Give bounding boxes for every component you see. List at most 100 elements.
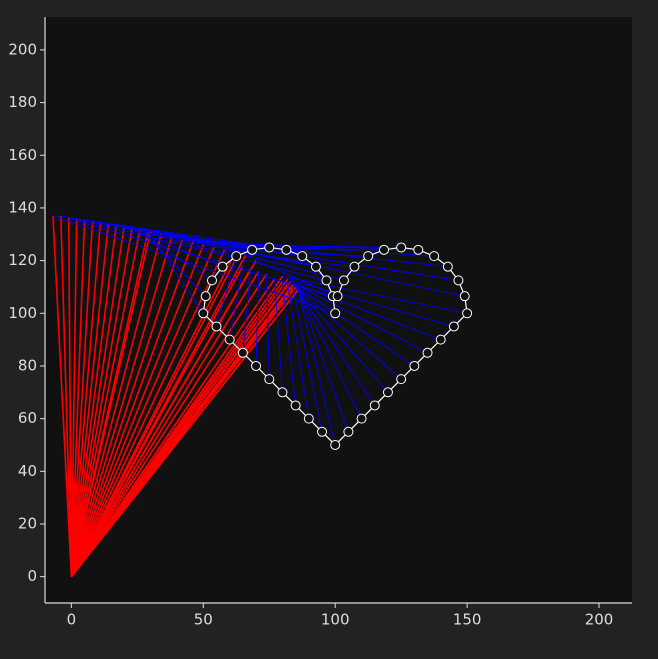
effector-point bbox=[356, 413, 367, 424]
x-tick-label: 200 bbox=[585, 611, 614, 629]
effector-point bbox=[338, 275, 349, 286]
effector-point bbox=[297, 251, 308, 262]
effector-point bbox=[321, 275, 332, 286]
upper-link bbox=[70, 244, 205, 577]
effector-point bbox=[290, 400, 301, 411]
lower-link bbox=[292, 283, 415, 367]
lower-link bbox=[68, 216, 327, 281]
upper-link bbox=[60, 215, 73, 577]
effector-point bbox=[264, 374, 275, 385]
x-tick-label: 50 bbox=[194, 611, 213, 629]
lower-link bbox=[287, 284, 310, 419]
upper-link bbox=[70, 241, 194, 577]
effector-point bbox=[317, 426, 328, 437]
effector-point bbox=[251, 360, 262, 371]
y-tick-label: 180 bbox=[8, 93, 37, 111]
effector-point bbox=[217, 261, 228, 272]
upper-link bbox=[70, 278, 276, 578]
upper-link bbox=[70, 249, 226, 578]
lower-link bbox=[139, 228, 206, 297]
upper-link bbox=[70, 275, 284, 578]
upper-link bbox=[70, 227, 133, 577]
y-tick-label: 80 bbox=[18, 356, 37, 374]
upper-link bbox=[70, 260, 257, 578]
lower-link bbox=[297, 289, 349, 432]
lower-link bbox=[234, 252, 355, 268]
upper-link bbox=[70, 221, 94, 577]
lower-link bbox=[213, 246, 385, 251]
lower-link bbox=[182, 239, 435, 257]
upper-link bbox=[70, 223, 110, 577]
lower-link bbox=[216, 260, 236, 327]
effector-point bbox=[349, 261, 360, 272]
lower-link bbox=[282, 275, 468, 314]
x-tick-label: 0 bbox=[67, 611, 77, 629]
lower-link bbox=[292, 283, 402, 380]
effector-point bbox=[211, 321, 222, 332]
effector-point bbox=[453, 275, 464, 286]
effector-point bbox=[224, 334, 235, 345]
effector-point bbox=[448, 321, 459, 332]
effector-point bbox=[231, 251, 242, 262]
upper-link bbox=[70, 254, 247, 578]
lower-link bbox=[203, 244, 402, 248]
effector-point bbox=[237, 347, 248, 358]
lower-link bbox=[290, 281, 428, 354]
lower-link bbox=[281, 281, 297, 406]
upper-link bbox=[70, 231, 152, 577]
effector-point bbox=[330, 439, 341, 450]
upper-link bbox=[70, 219, 86, 577]
effector-point bbox=[409, 360, 420, 371]
lower-link bbox=[297, 289, 362, 419]
lower-link bbox=[229, 265, 244, 340]
y-tick-label: 100 bbox=[8, 304, 37, 322]
y-tick-label: 20 bbox=[18, 514, 37, 532]
effector-point bbox=[264, 242, 275, 253]
lower-link bbox=[295, 286, 389, 393]
effector-point bbox=[382, 387, 393, 398]
effector-point bbox=[379, 244, 390, 255]
effector-point bbox=[462, 308, 473, 319]
upper-link bbox=[70, 236, 173, 577]
effector-point bbox=[396, 374, 407, 385]
effector-point bbox=[310, 261, 321, 272]
upper-link bbox=[70, 252, 236, 578]
effector-point bbox=[396, 242, 407, 253]
effector-point bbox=[343, 426, 354, 437]
y-tick-label: 60 bbox=[18, 409, 37, 427]
effector-point bbox=[363, 251, 374, 262]
axes: 0 50 100 150 200 0 20 40 60 80 100 120 140 160 180 200 bbox=[8, 40, 613, 628]
effector-point bbox=[435, 334, 446, 345]
lower-link bbox=[297, 289, 336, 446]
x-tick-label: 150 bbox=[453, 611, 482, 629]
lower-link bbox=[255, 260, 338, 297]
effector-point bbox=[442, 261, 453, 272]
upper-link bbox=[67, 217, 73, 577]
effector-point bbox=[198, 308, 209, 319]
marks bbox=[52, 215, 473, 578]
lower-link bbox=[52, 215, 336, 314]
effector-point bbox=[429, 251, 440, 262]
upper-link bbox=[70, 228, 141, 577]
effector-point bbox=[330, 308, 341, 319]
y-tick-label: 140 bbox=[8, 198, 37, 216]
y-tick-label: 200 bbox=[8, 40, 37, 58]
upper-link bbox=[70, 218, 78, 577]
y-tick-label: 160 bbox=[8, 146, 37, 164]
lower-link bbox=[274, 279, 283, 393]
upper-link bbox=[70, 234, 162, 577]
upper-link bbox=[52, 215, 73, 577]
upper-link bbox=[70, 278, 289, 578]
lower-link bbox=[131, 227, 213, 281]
lower-link bbox=[147, 231, 204, 314]
lower-link bbox=[295, 286, 376, 406]
upper-link bbox=[70, 273, 268, 578]
lower-link bbox=[292, 286, 323, 432]
effector-point bbox=[422, 347, 433, 358]
effector-point bbox=[413, 244, 424, 255]
lower-link bbox=[255, 271, 260, 366]
effector-point bbox=[459, 291, 470, 302]
effector-point bbox=[200, 291, 211, 302]
effector-point bbox=[303, 413, 314, 424]
